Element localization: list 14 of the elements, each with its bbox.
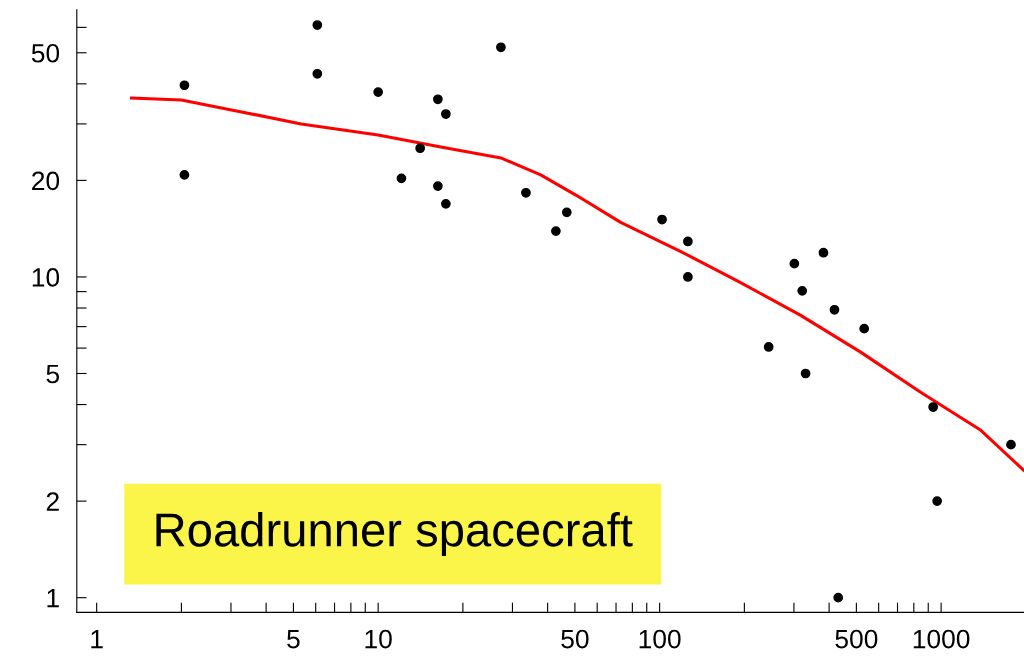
y-tick-label: 50 bbox=[31, 43, 60, 63]
y-tick-label: 5 bbox=[46, 364, 60, 384]
y-tick-label: 10 bbox=[32, 268, 60, 287]
annotation: Roadrunner spacecraft bbox=[156, 512, 633, 557]
x-tick-label: 500 bbox=[835, 629, 878, 649]
y-tick-label: 1 bbox=[47, 589, 59, 608]
x-tick-label: 10 bbox=[365, 629, 392, 649]
x-tick-label: 50 bbox=[561, 629, 589, 649]
x-tick-label: 1000 bbox=[913, 629, 970, 649]
x-tick-label: 1 bbox=[91, 629, 103, 649]
x-tick-label: 5 bbox=[287, 629, 300, 649]
y-tick-label: 20 bbox=[32, 171, 60, 191]
x-tick-label: 100 bbox=[639, 629, 681, 649]
y-tick-label: 2 bbox=[46, 492, 59, 511]
